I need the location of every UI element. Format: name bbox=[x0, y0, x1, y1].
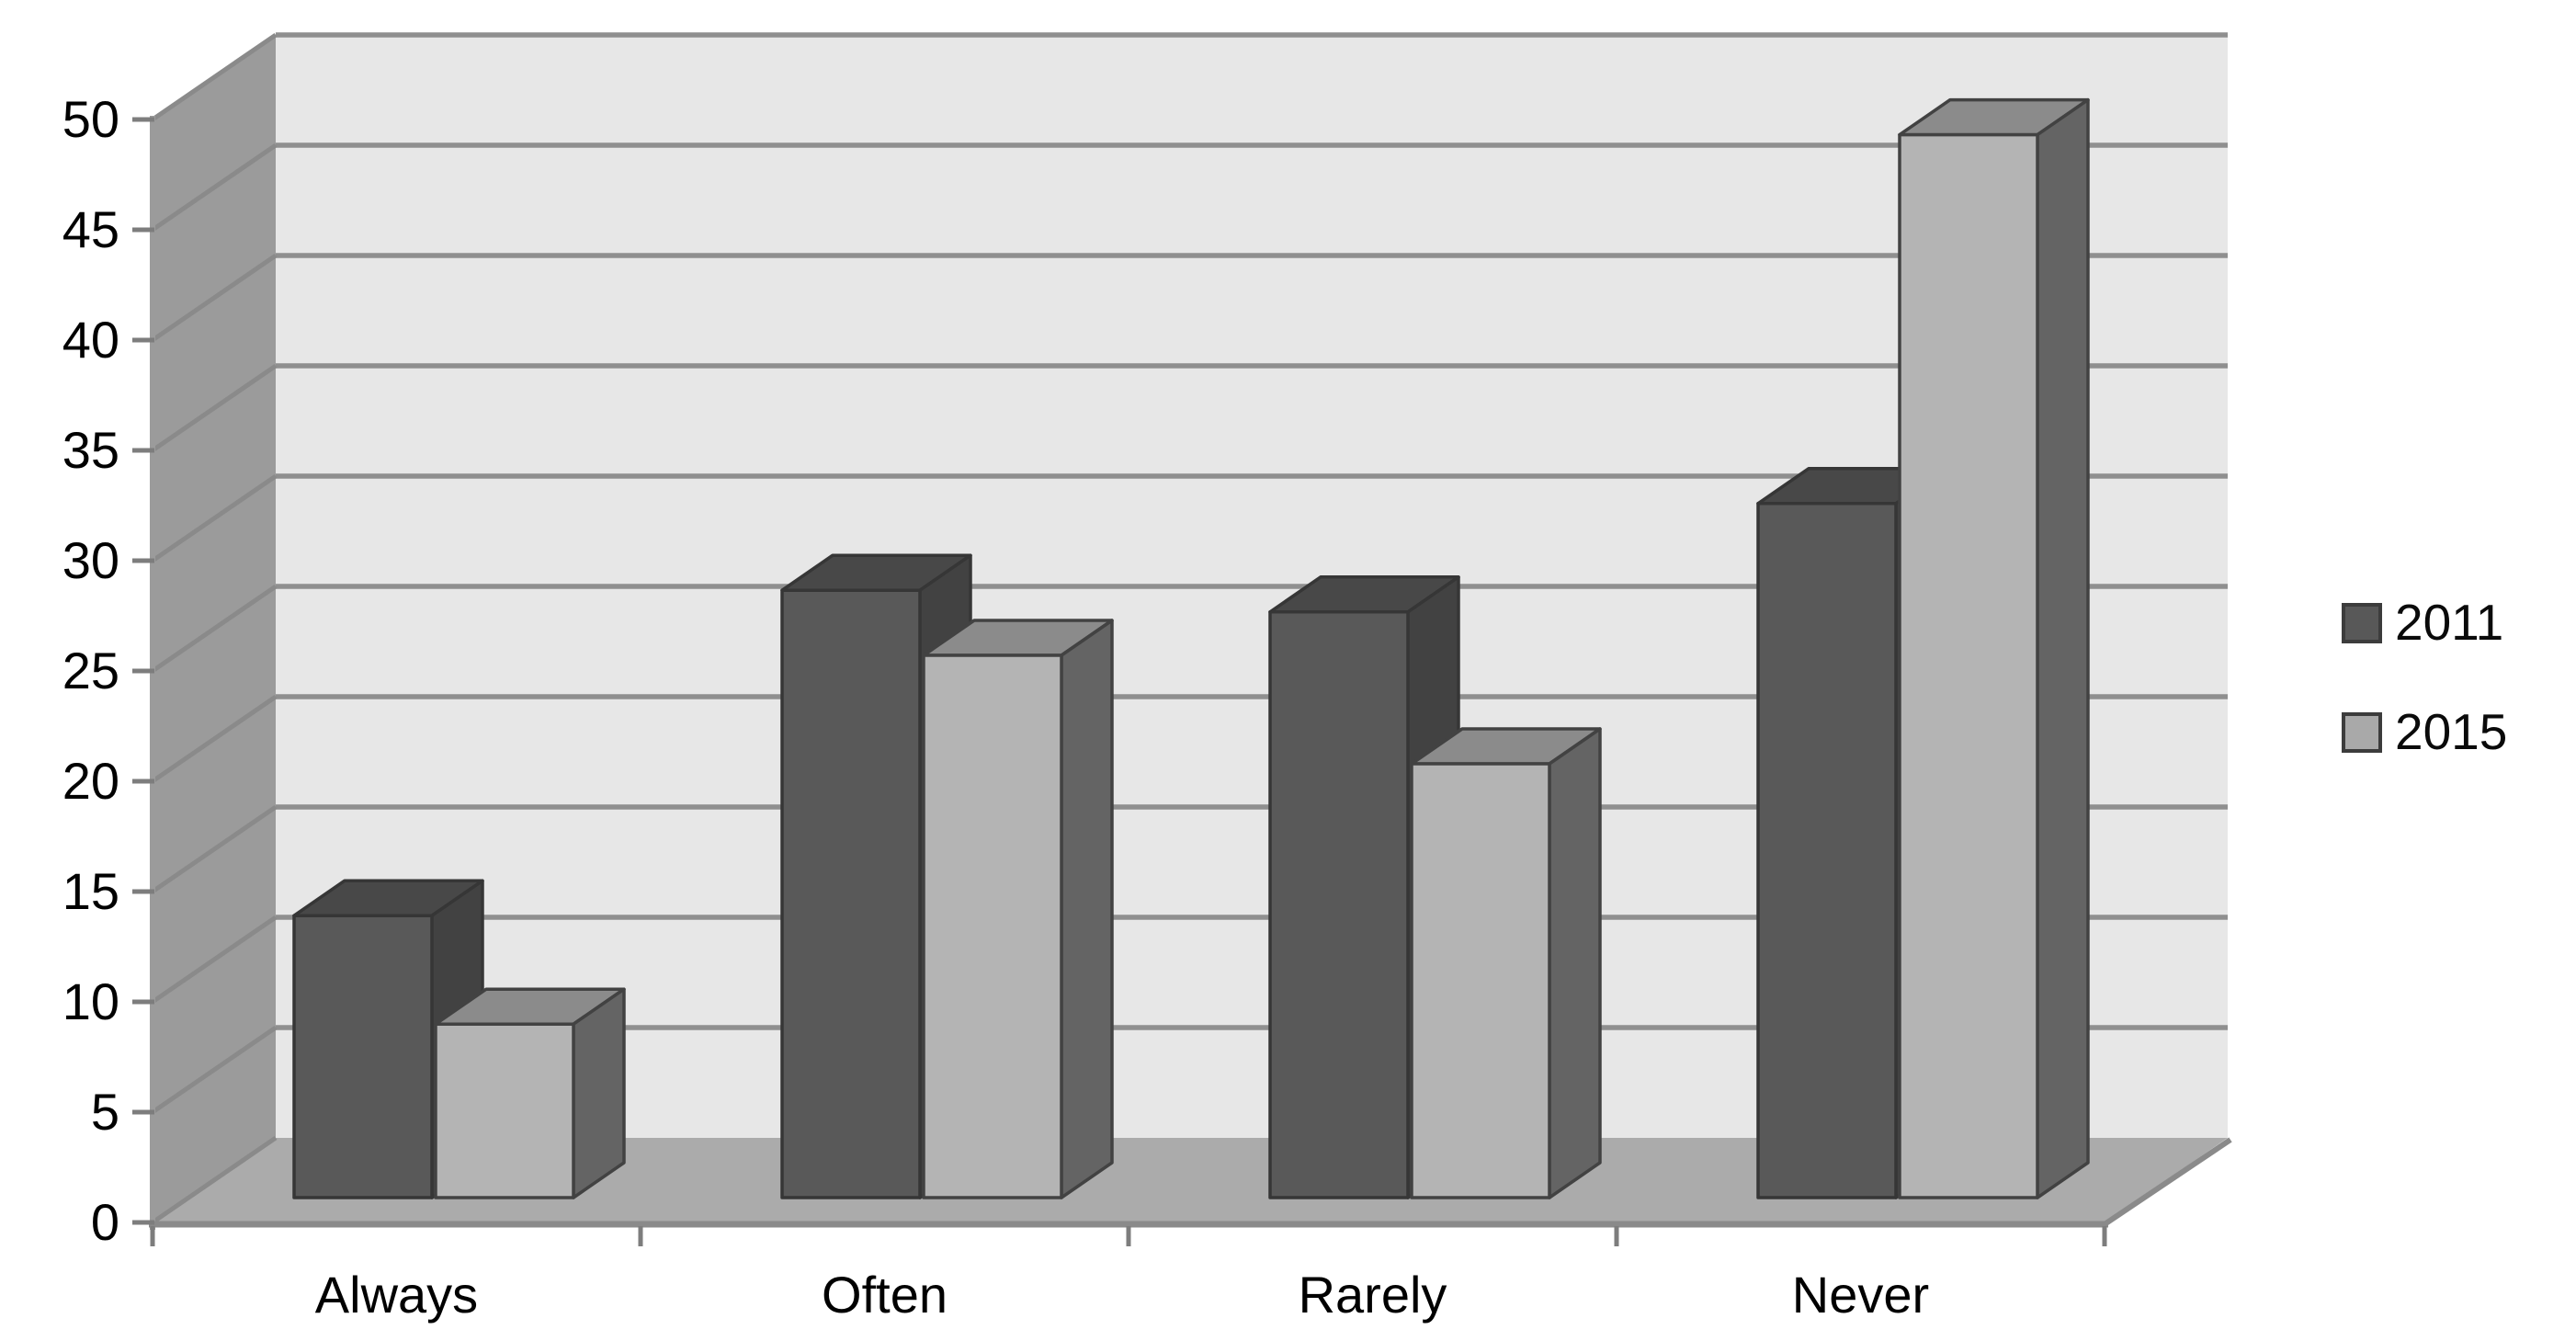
legend-label-2015: 2015 bbox=[2395, 703, 2508, 760]
y-tick-label: 10 bbox=[62, 972, 119, 1030]
bar-2011-never bbox=[1756, 502, 1898, 1199]
y-tick-label: 45 bbox=[62, 200, 119, 258]
category-label-never: Never bbox=[1792, 1266, 1929, 1324]
y-tick-label: 40 bbox=[62, 311, 119, 369]
y-tick-label: 0 bbox=[91, 1193, 119, 1251]
y-tick-label: 20 bbox=[62, 752, 119, 810]
bar-side-2015-rarely bbox=[1548, 727, 1602, 1199]
wall-slant-line bbox=[151, 804, 278, 894]
y-tick-label: 15 bbox=[62, 862, 119, 920]
legend-swatch-2011 bbox=[2342, 602, 2382, 643]
bar-2015-always bbox=[434, 1022, 575, 1199]
legend-swatch-2015 bbox=[2342, 711, 2382, 753]
bar-2011-rarely bbox=[1268, 610, 1410, 1199]
bar-2015-never bbox=[1898, 132, 2039, 1199]
y-tick-label: 30 bbox=[62, 531, 119, 589]
bar-2011-often bbox=[780, 588, 922, 1199]
category-label-always: Always bbox=[315, 1266, 478, 1324]
wall-slant-line bbox=[151, 584, 278, 674]
bar-2015-often bbox=[922, 653, 1063, 1199]
wall-slant-line bbox=[151, 32, 278, 122]
legend-item-2011: 2011 bbox=[2342, 597, 2507, 648]
wall-slant-line bbox=[151, 694, 278, 784]
category-label-rarely: Rarely bbox=[1299, 1266, 1447, 1324]
wall-slant-line bbox=[151, 915, 278, 1005]
wall-slant-line bbox=[151, 253, 278, 343]
y-tick-label: 25 bbox=[62, 642, 119, 699]
y-tick-label: 35 bbox=[62, 421, 119, 479]
wall-slant-line bbox=[151, 142, 278, 233]
legend-item-2015: 2015 bbox=[2342, 707, 2507, 757]
floor-right-edge bbox=[2103, 1137, 2232, 1227]
wall-slant-line bbox=[151, 1025, 278, 1115]
bar-2011-always bbox=[292, 914, 434, 1199]
y-tick-label: 50 bbox=[62, 90, 119, 148]
wall-slant-line bbox=[151, 363, 278, 453]
bar-side-2015-often bbox=[1060, 619, 1114, 1199]
wall-slant-line bbox=[151, 473, 278, 563]
bar-side-2015-always bbox=[572, 987, 626, 1199]
floor bbox=[153, 1138, 2228, 1222]
wall-slant-line bbox=[151, 1135, 278, 1225]
y-tick-label: 5 bbox=[91, 1083, 119, 1141]
bar-side-2015-never bbox=[2036, 97, 2090, 1199]
category-label-often: Often bbox=[822, 1266, 948, 1324]
chart-legend: 2011 2015 bbox=[2342, 597, 2507, 757]
bar-2015-rarely bbox=[1410, 762, 1551, 1199]
legend-label-2011: 2011 bbox=[2395, 594, 2504, 651]
